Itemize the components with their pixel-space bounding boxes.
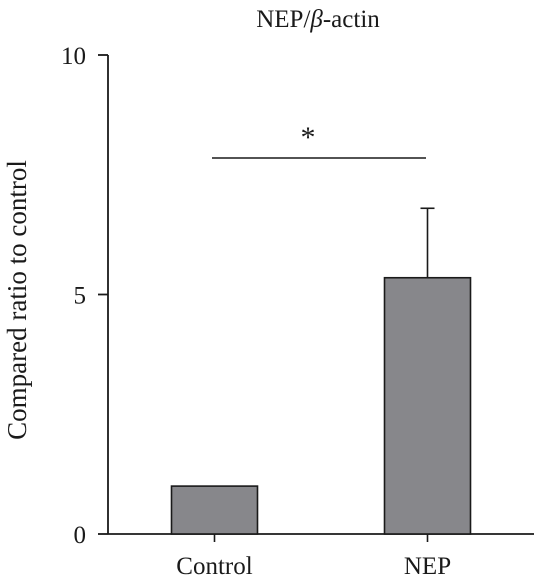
error-bars	[420, 207, 435, 278]
y-tick-label: 0	[74, 522, 87, 549]
y-tick-label: 10	[61, 43, 86, 70]
y-ticks: 0 5 10	[61, 43, 108, 549]
y-axis-label: Compared ratio to control	[2, 160, 32, 440]
significance-star: *	[301, 121, 316, 154]
x-ticks: Control NEP	[176, 534, 451, 580]
bar-nep	[383, 276, 472, 535]
y-tick-label: 5	[74, 283, 87, 310]
bars	[170, 276, 472, 535]
chart-title: NEP/β-actin	[256, 6, 380, 33]
x-tick-label: Control	[176, 553, 252, 580]
significance-marker: *	[212, 121, 426, 159]
x-tick-label: NEP	[404, 553, 451, 580]
bar-control	[170, 485, 259, 535]
